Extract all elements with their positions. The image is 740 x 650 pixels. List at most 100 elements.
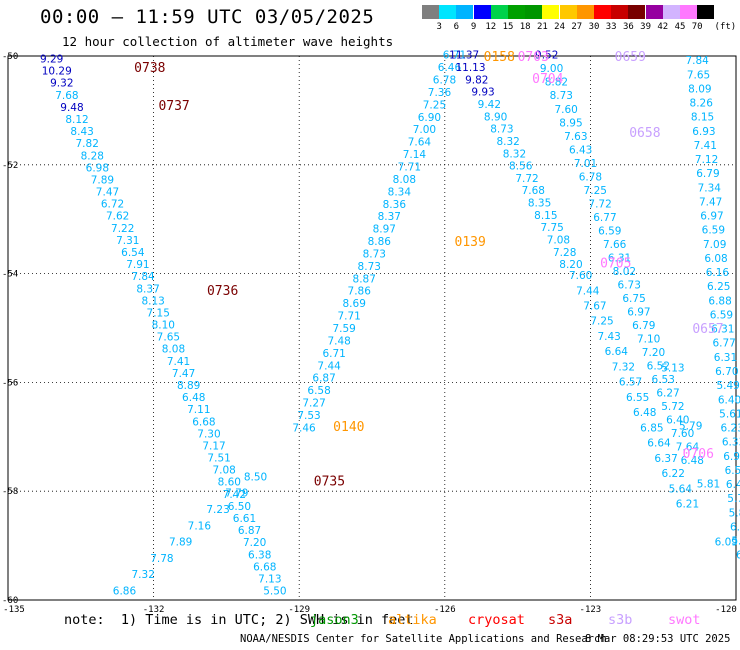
wave-height-value: 8.20 bbox=[559, 259, 582, 271]
satellite-altika: altika bbox=[388, 612, 437, 628]
wave-height-value: 9.29 bbox=[40, 54, 63, 66]
wave-height-value: 8.34 bbox=[388, 186, 412, 198]
wave-height-value: 7.27 bbox=[302, 398, 325, 410]
legend-label: 27 bbox=[571, 22, 583, 32]
pass-time-label: 0706 bbox=[683, 447, 714, 462]
wave-height-value: 7.51 bbox=[207, 453, 230, 465]
wave-height-value: 7.31 bbox=[116, 235, 139, 247]
wave-height-value: 7.25 bbox=[423, 99, 446, 111]
legend-label: 15 bbox=[502, 22, 514, 32]
wave-height-value: 5.64 bbox=[669, 483, 693, 495]
legend-swatch bbox=[456, 5, 474, 19]
lon-tick-label: -132 bbox=[143, 605, 165, 615]
lat-tick-label: -56 bbox=[2, 378, 18, 388]
generation-timestamp: 8 Mar 08:29:53 UTC 2025 bbox=[585, 633, 731, 645]
legend-label: 70 bbox=[691, 22, 703, 32]
legend-swatch bbox=[439, 5, 457, 19]
pass-time-label: 0736 bbox=[207, 284, 238, 299]
wave-height-value: 8.32 bbox=[503, 148, 526, 160]
satellite-jason3: jason3 bbox=[310, 612, 359, 628]
wave-height-value: 6.53 bbox=[652, 374, 675, 386]
wave-height-value: 8.97 bbox=[373, 224, 396, 236]
wave-height-value: 8.73 bbox=[363, 248, 386, 260]
wave-height-value: 6.90 bbox=[418, 112, 441, 124]
wave-height-value: 8.90 bbox=[484, 111, 507, 123]
wave-height-value: 6.48 bbox=[681, 455, 704, 467]
wave-height-value: 7.41 bbox=[167, 356, 190, 368]
wave-height-value: 8.10 bbox=[152, 320, 175, 332]
wave-height-value: 7.43 bbox=[597, 331, 620, 343]
wave-height-value: 6.43 bbox=[569, 144, 592, 156]
wave-height-value: 7.65 bbox=[687, 69, 710, 81]
wave-height-value: 8.32 bbox=[496, 136, 519, 148]
legend-swatch bbox=[697, 5, 715, 19]
wave-height-value: 6.43 bbox=[726, 479, 740, 491]
page-title: 00:00 – 11:59 UTC 03/05/2025 bbox=[40, 6, 375, 28]
wave-height-value: 6.70 bbox=[715, 366, 738, 378]
wave-height-value: 7.44 bbox=[317, 360, 341, 372]
wave-height-value: 7.60 bbox=[671, 428, 694, 440]
wave-height-value: 6.88 bbox=[708, 295, 731, 307]
wave-height-value: 7.47 bbox=[96, 187, 119, 199]
legend-label: 21 bbox=[536, 22, 548, 32]
wave-height-value: 7.08 bbox=[212, 465, 235, 477]
wave-height-value: 7.41 bbox=[694, 140, 717, 152]
wave-height-value: 6.57 bbox=[619, 377, 642, 389]
wave-height-value: 7.48 bbox=[327, 335, 350, 347]
legend-swatch bbox=[594, 5, 611, 19]
wave-height-value: 7.84 bbox=[131, 271, 155, 283]
wave-height-value: 7.17 bbox=[202, 440, 225, 452]
wave-height-value: 6.72 bbox=[101, 199, 124, 211]
legend-swatch bbox=[508, 5, 525, 19]
wave-height-value: 7.59 bbox=[332, 323, 355, 335]
legend-label: 3 bbox=[436, 22, 442, 32]
wave-height-value: 6.33 bbox=[722, 437, 740, 449]
wave-height-value: 7.09 bbox=[703, 239, 726, 251]
legend-label: 42 bbox=[657, 22, 669, 32]
wave-height-value: 9.82 bbox=[465, 74, 488, 86]
lat-tick-label: -50 bbox=[2, 52, 18, 62]
wave-height-value: 8.12 bbox=[65, 114, 88, 126]
wave-height-value: 6.58 bbox=[307, 385, 330, 397]
wave-height-value: 6.21 bbox=[676, 499, 699, 511]
wave-height-value: 7.20 bbox=[642, 347, 665, 359]
wave-height-value: 7.10 bbox=[637, 333, 660, 345]
wave-height-value: 7.16 bbox=[188, 520, 212, 532]
wave-height-value: 7.25 bbox=[584, 185, 607, 197]
wave-height-value: 7.60 bbox=[569, 270, 592, 282]
wave-height-value: 7.64 bbox=[676, 441, 700, 453]
wave-height-value: 6.27 bbox=[656, 387, 679, 399]
wave-height-value: 6.93 bbox=[692, 126, 715, 138]
wave-height-value: 6.75 bbox=[622, 293, 645, 305]
wave-height-value: 9.93 bbox=[471, 87, 494, 99]
wave-height-value: 8.43 bbox=[70, 126, 93, 138]
pass-time-label: 0657 bbox=[692, 322, 723, 337]
wave-height-value: 6.97 bbox=[700, 211, 723, 223]
wave-height-value: 7.71 bbox=[337, 311, 360, 323]
wave-height-value: 6.61 bbox=[233, 513, 256, 525]
wave-height-value: 6.59 bbox=[710, 309, 733, 321]
wave-height-value: 5.75 bbox=[727, 493, 740, 505]
wave-height-value: 7.30 bbox=[197, 428, 220, 440]
wave-height-value: 7.86 bbox=[348, 286, 372, 298]
wave-height-value: 6.48 bbox=[633, 407, 656, 419]
wave-height-value: 8.28 bbox=[81, 150, 104, 162]
pass-time-label: 0659 bbox=[615, 50, 646, 65]
wave-height-value: 7.53 bbox=[297, 410, 320, 422]
wave-height-value: 6.71 bbox=[322, 348, 345, 360]
wave-height-value: 6.09 bbox=[730, 521, 740, 533]
wave-height-value: 8.73 bbox=[490, 124, 513, 136]
pass-time-label: 0705 bbox=[600, 257, 631, 272]
wave-height-value: 7.08 bbox=[547, 235, 570, 247]
wave-height-value: 6.52 bbox=[647, 360, 670, 372]
lon-tick-label: -129 bbox=[288, 605, 310, 615]
lon-tick-label: -135 bbox=[3, 605, 25, 615]
wave-height-value: 8.73 bbox=[358, 261, 381, 273]
wave-height-value: 5.81 bbox=[697, 479, 720, 491]
wave-height-value: 7.65 bbox=[157, 332, 180, 344]
wave-height-value: 6.87 bbox=[238, 525, 261, 537]
wave-height-value: 8.60 bbox=[218, 477, 241, 489]
wave-height-value: 6.96 bbox=[723, 451, 740, 463]
wave-height-value: 7.62 bbox=[106, 211, 129, 223]
wave-height-value: 8.95 bbox=[559, 117, 582, 129]
